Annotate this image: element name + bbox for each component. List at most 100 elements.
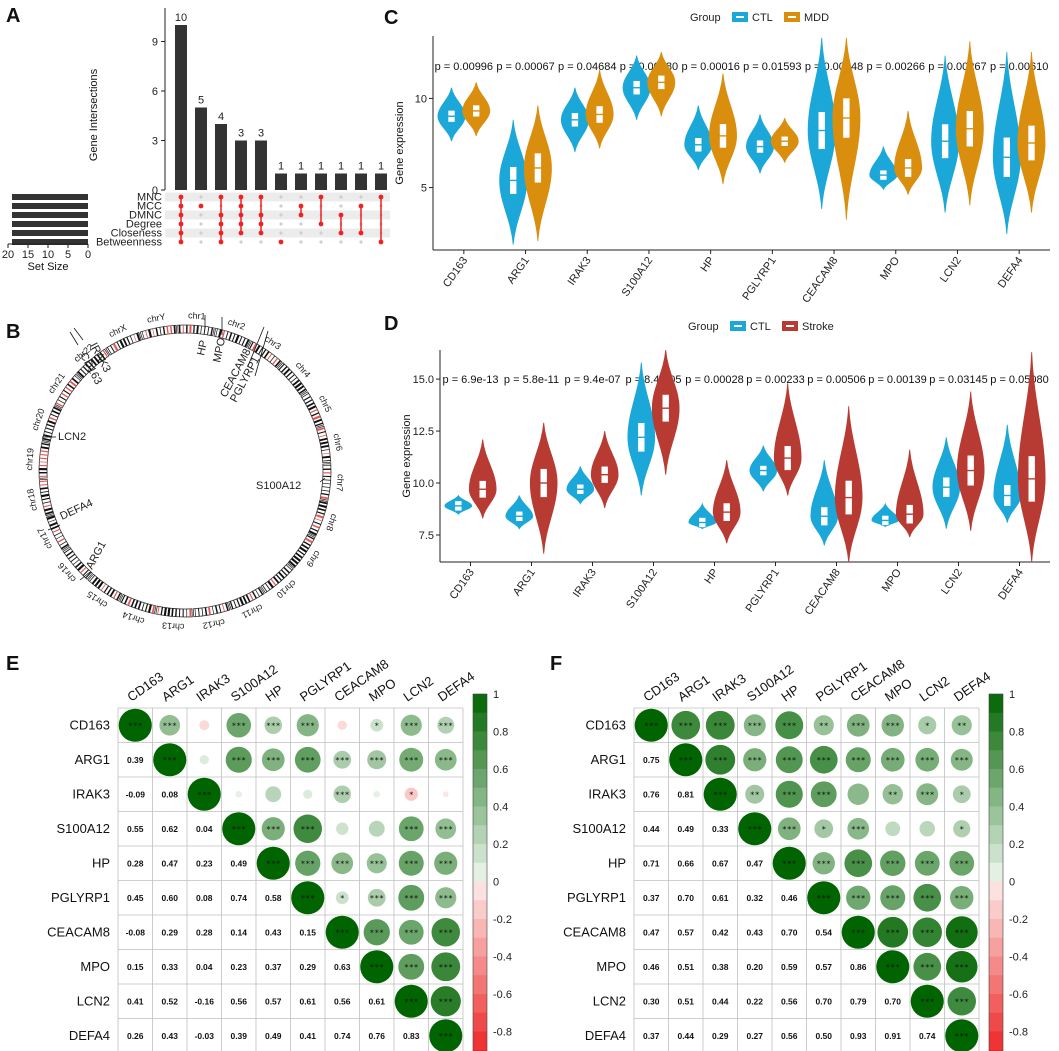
chromosome-label: chr20: [30, 407, 47, 432]
correlation-value: 0.22: [746, 996, 763, 1006]
correlation-value: 0.33: [712, 824, 729, 834]
y-tick-label: 10: [415, 93, 427, 105]
significance-stars: ***: [955, 894, 970, 903]
cytoband-stripe: [48, 519, 56, 523]
correlation-value: 0.08: [196, 893, 213, 903]
gene-label: HP: [195, 339, 210, 356]
cytoband-stripe: [288, 560, 297, 568]
correlation-circle: [953, 820, 971, 838]
y-axis-title: Gene expression: [401, 414, 413, 497]
chromosome-label: chr9: [304, 549, 322, 569]
y-tick-label: 12.5: [413, 426, 434, 438]
cytoband-stripe: [145, 330, 149, 339]
x-tick-label: CD163: [441, 255, 470, 290]
membership-dot: [199, 222, 203, 226]
correlation-circle: [367, 750, 387, 770]
colorbar-tick-label: 1: [493, 689, 499, 701]
membership-dot: [199, 240, 203, 244]
cytoband-stripe: [312, 415, 321, 421]
correlation-value: 0.70: [884, 996, 901, 1006]
gene-connector: [247, 326, 265, 367]
correlation-value: 0.37: [643, 893, 660, 903]
significance-stars: ***: [404, 721, 419, 730]
correlation-circle: [291, 881, 325, 915]
correlation-value: 0.49: [677, 824, 694, 834]
correlation-value: 0.62: [161, 824, 178, 834]
correlation-matrix-stroke: CD163CD163ARG1ARG1IRAK3IRAK3S100A12S100A…: [563, 656, 1028, 1051]
cytoband-stripe: [310, 527, 319, 532]
membership-dot-active: [278, 239, 284, 245]
cytoband-stripe: [160, 607, 164, 616]
cytoband-stripe: [91, 577, 99, 585]
cytoband-stripe: [319, 437, 328, 442]
significance-stars: ***: [817, 859, 832, 868]
significance-stars: **: [819, 721, 829, 730]
correlation-circle: [669, 743, 703, 777]
cytoband-stripe: [173, 325, 176, 334]
significance-stars: ***: [301, 894, 316, 903]
significance-stars: ***: [644, 721, 659, 730]
significance-stars: ***: [404, 894, 419, 903]
significance-stars: *: [959, 825, 964, 834]
colorbar-segment: [473, 844, 487, 864]
significance-stars: ***: [851, 894, 866, 903]
set-size-tick-label: 0: [85, 249, 91, 261]
cytoband-stripe: [39, 453, 48, 456]
correlation-value: 0.46: [781, 893, 798, 903]
significance-stars: ***: [197, 790, 212, 799]
intersection-bar-label: 3: [238, 128, 244, 140]
violin-shape: [895, 449, 924, 538]
significance-stars: ***: [920, 894, 935, 903]
violin-shape: [810, 460, 839, 546]
correlation-circle: [738, 812, 772, 846]
chromosome-label: chr13: [162, 620, 185, 632]
intersection-bar: [335, 173, 347, 190]
significance-stars: ***: [851, 928, 866, 937]
cytoband-stripe: [44, 430, 53, 435]
violin-shape: [773, 383, 802, 496]
colorbar-segment: [473, 956, 487, 976]
gene-label: ARG1: [84, 539, 109, 571]
cytoband-stripe: [70, 556, 78, 563]
correlation-value: 0.61: [712, 893, 729, 903]
cytoband-stripe: [278, 363, 285, 371]
correlation-value: 0.04: [196, 962, 213, 972]
cytoband-stripe: [322, 459, 331, 462]
cytoband-stripe: [97, 581, 104, 589]
significance-stars: ***: [920, 963, 935, 972]
correlation-circle: [293, 814, 322, 843]
correlation-value: 0.57: [815, 962, 832, 972]
cytoband-stripe: [42, 437, 51, 442]
upset-ylabel: Gene Intersections: [88, 68, 100, 161]
p-value-label: p = 6.9e-13: [443, 374, 499, 386]
p-value-label: p = 0.00233: [746, 374, 804, 386]
cytoband-stripe: [133, 334, 137, 342]
cytoband-stripe: [236, 598, 241, 607]
cytoband-stripe: [309, 408, 318, 414]
cytoband-stripe: [313, 418, 323, 424]
significance-stars: ***: [128, 721, 143, 730]
correlation-value: 0.55: [127, 824, 144, 834]
correlation-circle: [303, 789, 313, 799]
cytoband-stripe: [272, 576, 280, 584]
correlation-circle: [118, 708, 152, 742]
correlation-circle: [429, 1019, 463, 1051]
legend-entry: CTL: [752, 12, 773, 24]
correlation-circle: [705, 744, 736, 775]
cytoband-stripe: [68, 553, 76, 560]
cytoband-stripe: [116, 341, 122, 350]
significance-stars: *: [821, 825, 826, 834]
significance-stars: ***: [748, 756, 763, 765]
chromosome-band: [62, 546, 93, 580]
x-tick-label: MPO: [880, 566, 904, 594]
cytoband-stripe: [306, 534, 315, 540]
significance-stars: ***: [404, 825, 419, 834]
cytoband-stripe: [311, 524, 320, 529]
cytoband-stripe: [130, 599, 136, 608]
colorbar-segment: [473, 994, 487, 1014]
chromosome-label: chrY: [146, 311, 166, 324]
cytoband-stripe: [257, 587, 264, 596]
correlation-value: -0.16: [195, 996, 215, 1006]
significance-stars: ***: [782, 721, 797, 730]
x-tick-label: PGLYRP1: [740, 255, 778, 303]
